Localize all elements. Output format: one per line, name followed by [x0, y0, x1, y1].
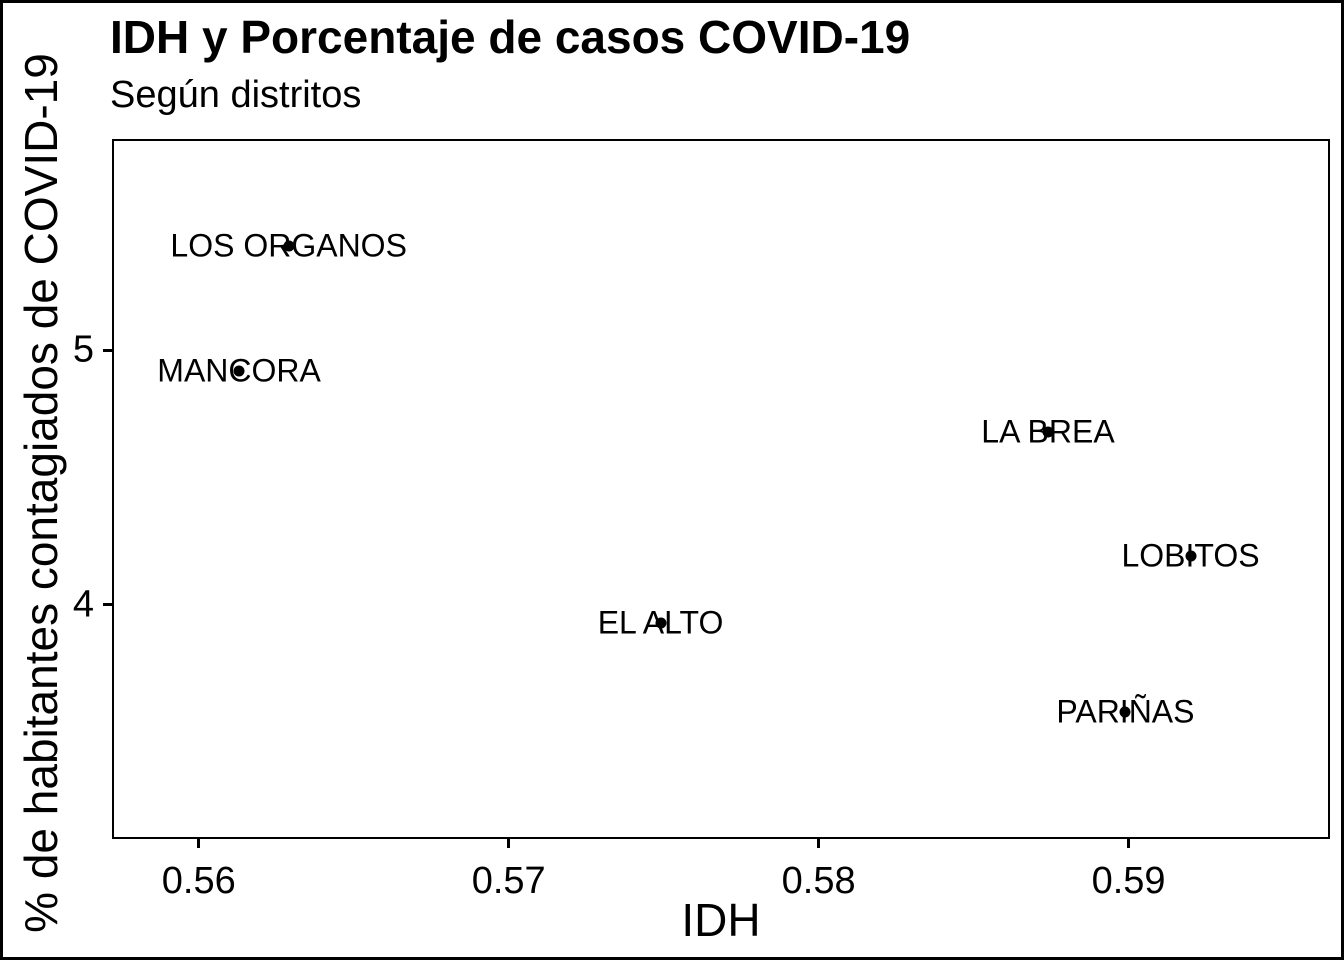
x-tick-label: 0.58 — [781, 860, 856, 902]
x-tick-mark — [1127, 839, 1131, 848]
x-axis-title: IDH — [681, 894, 761, 946]
chart-subtitle: Según distritos — [110, 74, 362, 116]
y-tick-mark — [103, 348, 112, 352]
x-tick-mark — [197, 839, 201, 848]
x-tick-mark — [507, 839, 511, 848]
x-tick-label: 0.56 — [161, 860, 236, 902]
data-point-label: EL ALTO — [597, 604, 724, 641]
y-tick-mark — [103, 603, 112, 607]
chart-title: IDH y Porcentaje de casos COVID-19 — [110, 11, 911, 63]
data-point — [233, 365, 245, 377]
y-axis-title: % de habitantes contagiados de COVID-19 — [15, 53, 67, 933]
data-point — [1042, 426, 1054, 438]
data-point-label: LA BREA — [981, 413, 1115, 450]
x-tick-label: 0.59 — [1091, 860, 1166, 902]
data-point — [1185, 550, 1197, 562]
data-point — [1119, 706, 1131, 718]
data-point — [283, 240, 295, 252]
plot-panel — [112, 139, 1330, 839]
data-point-label: LOS ORGANOS — [170, 227, 407, 264]
data-point-label: MANCORA — [157, 352, 321, 389]
x-tick-mark — [817, 839, 821, 848]
data-point-label: LOBITOS — [1121, 537, 1260, 574]
y-tick-label: 5 — [72, 328, 94, 371]
x-tick-label: 0.57 — [471, 860, 546, 902]
y-tick-label: 4 — [72, 583, 94, 626]
data-point-label: PARIÑAS — [1056, 693, 1195, 730]
data-point — [655, 617, 667, 629]
